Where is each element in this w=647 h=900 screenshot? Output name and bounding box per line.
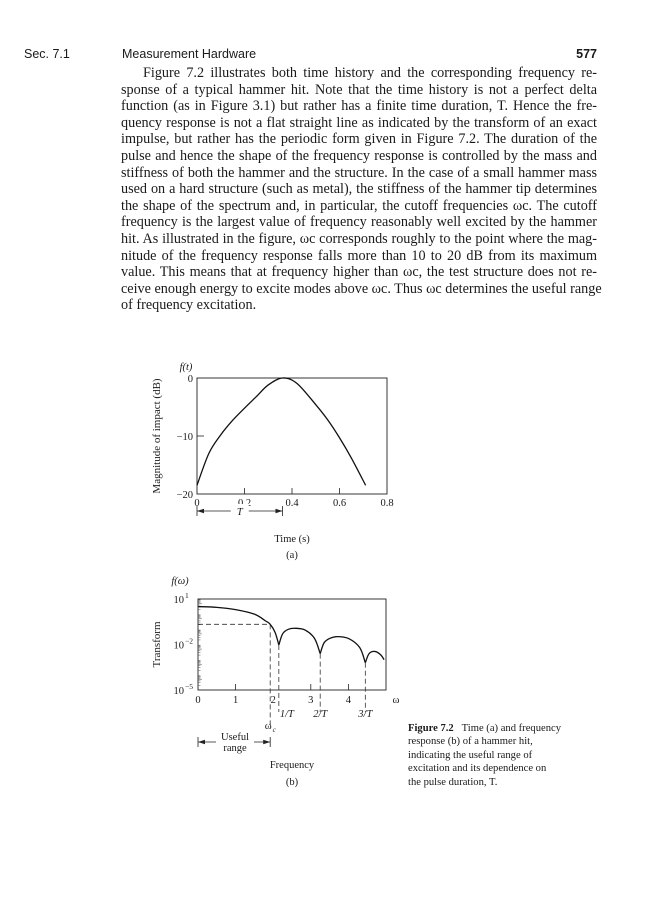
plot-a-frame [196, 377, 388, 495]
useful-range-arrow-head-left [198, 739, 205, 745]
x-tick-label: ω [393, 695, 400, 706]
function-label-ft: f(t) [180, 362, 193, 373]
marker-label: 2/T [313, 709, 328, 720]
body-line: pulse and hence the shape of the frequen… [121, 147, 597, 164]
body-paragraph: Figure 7.2 illustrates both time history… [121, 65, 602, 314]
body-line: stiffness of both the hammer and the str… [121, 164, 597, 181]
x-tick-label: 0 [195, 695, 200, 706]
caption-line: excitation and its dependence on [408, 763, 547, 775]
frequency-response-curve [364, 650, 385, 663]
x-tick-label: 0.8 [380, 498, 393, 509]
y-tick-label: −10 [177, 432, 193, 443]
y-tick-exponent: 1 [185, 591, 189, 600]
body-line: quency response is not a flat straight l… [121, 114, 597, 131]
panel-label-a: (a) [286, 550, 298, 561]
useful-range-label-bg [216, 731, 254, 755]
body-line: value. This means that at frequency high… [121, 264, 597, 281]
figure-caption: Figure 7.2 Time (a) and frequency respon… [408, 722, 608, 789]
x-tick-label: 0.2 [238, 498, 251, 509]
page-number: 577 [576, 47, 597, 61]
y-tick-label: 10 [174, 641, 185, 652]
body-line: Figure 7.2 illustrates both time history… [143, 65, 597, 81]
useful-range-label: Useful [221, 732, 249, 743]
y-tick-exponent: −2 [185, 637, 193, 646]
x-axis-label: Time (s) [274, 534, 310, 545]
x-tick-label: 0 [194, 498, 199, 509]
y-tick-label: 10 [174, 595, 185, 606]
body-line: the shape of the spectrum and, in partic… [121, 197, 597, 214]
marker-label: 1/T [280, 709, 295, 720]
body-line: frequency is the largest value of freque… [121, 214, 597, 231]
body-line: impulse, but rather has the periodic for… [121, 131, 597, 148]
caption-line: indicating the useful range of [408, 749, 533, 761]
caption-line: Time (a) and frequency [461, 723, 562, 734]
body-line: ceive enough energy to excite modes abov… [121, 280, 602, 297]
x-tick-label: 0.4 [285, 498, 299, 509]
y-axis-label: Magnitude of impact (dB) [151, 378, 163, 494]
frequency-response-curve [278, 627, 321, 654]
useful-range-label: range [223, 743, 247, 754]
frequency-response-curve [319, 635, 366, 663]
y-axis-label: Transform [151, 621, 163, 667]
duration-label-bg [230, 504, 249, 516]
panel-label-b: (b) [286, 777, 299, 788]
body-line: sponse of a typical hammer hit. Note tha… [121, 81, 597, 98]
duration-arrow-head-right [275, 508, 283, 514]
x-axis-label: Frequency [270, 760, 315, 771]
marker-label: 3/T [357, 709, 373, 720]
y-tick-label: 10 [174, 686, 185, 697]
y-tick-label: −20 [177, 490, 193, 501]
x-tick-label: 2 [271, 695, 276, 706]
function-label-fw: f(ω) [171, 576, 189, 587]
frequency-response-curve [197, 605, 280, 646]
plot-b-frame [197, 598, 387, 691]
caption-label: Figure 7.2 [408, 723, 454, 734]
x-tick-label: 0.6 [333, 498, 346, 509]
caption-line: response (b) of a hammer hit, [408, 736, 533, 748]
duration-arrow-head-left [197, 508, 204, 514]
running-title: Measurement Hardware [122, 47, 257, 61]
cutoff-label-omega: ω [265, 721, 272, 732]
body-line: hit. As illustrated in the figure, ωc co… [121, 230, 597, 247]
y-tick-exponent: −5 [185, 682, 193, 691]
caption-line: the pulse duration, T. [408, 776, 498, 788]
time-history-curve [196, 377, 367, 486]
useful-range-arrow-head-right [263, 739, 271, 745]
x-tick-label: 4 [346, 695, 352, 706]
body-line: of frequency excitation. [121, 297, 257, 314]
cutoff-label-sub: c [273, 726, 277, 734]
body-line: function (as in Figure 3.1) but rather h… [121, 98, 597, 115]
body-line: nitude of the frequency response falls m… [121, 247, 597, 264]
duration-label-T: T [237, 507, 244, 518]
section-number: Sec. 7.1 [24, 47, 70, 61]
x-tick-label: 1 [233, 695, 238, 706]
x-tick-label: 3 [308, 695, 313, 706]
y-tick-label: 0 [188, 374, 193, 385]
body-line: used on a hard structure (such as metal)… [121, 181, 597, 198]
